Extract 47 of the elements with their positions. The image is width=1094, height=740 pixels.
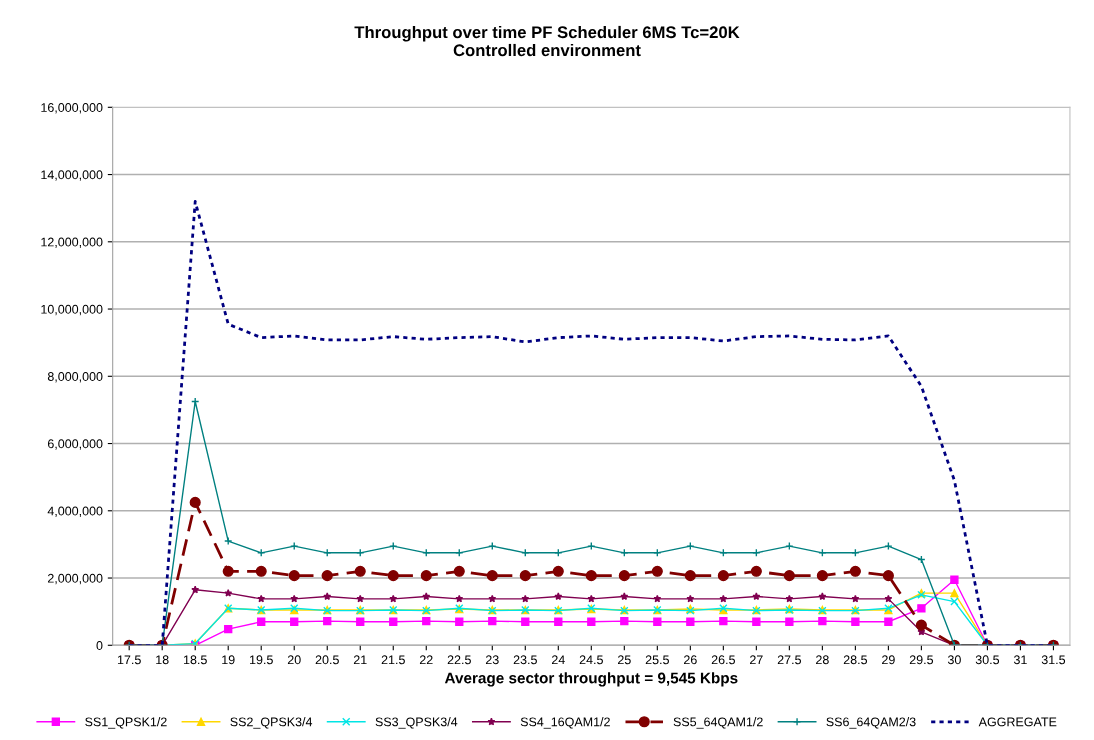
x-tick-label: 19.5	[250, 655, 273, 665]
y-tick-label: 2,000,000	[47, 573, 103, 585]
legend-label: SS2_QPSK3/4	[230, 717, 313, 729]
x-tick-label: 23.5	[513, 655, 537, 665]
x-tick-label: 31	[1013, 655, 1027, 665]
legend-label: SS6_64QAM2/3	[826, 717, 916, 729]
x-tick-label: 29.5	[909, 655, 934, 665]
x-tick-label: 29	[882, 655, 895, 665]
x-tick-label: 19	[222, 655, 235, 665]
chart-title: Throughput over time PF Scheduler 6MS Tc=20K Controlled environment	[354, 25, 740, 57]
x-tick-label: 31.5	[1041, 655, 1066, 665]
x-tick-label: 24	[551, 655, 565, 665]
legend-label: SS1_QPSK1/2	[85, 717, 167, 729]
legend-label: SS3_QPSK3/4	[375, 717, 458, 729]
y-tick-label: 0	[96, 641, 103, 650]
x-tick-label: 18.5	[183, 655, 207, 665]
y-tick-label: 12,000,000	[41, 237, 103, 248]
x-tick-label: 21	[353, 655, 367, 665]
y-tick-label: 10,000,000	[41, 304, 103, 316]
y-tick-label: 4,000,000	[47, 506, 103, 517]
legend-label: AGGREGATE	[978, 717, 1057, 727]
legend-label: SS4_16QAM1/2	[520, 717, 610, 729]
legend-label: SS5_64QAM1/2	[673, 717, 763, 729]
x-tick-label: 22.5	[447, 655, 471, 665]
x-tick-label: 18	[156, 655, 169, 665]
x-tick-label: 28	[816, 655, 829, 665]
x-tick-label: 26	[684, 655, 697, 665]
y-tick-label: 8,000,000	[47, 372, 103, 383]
x-tick-label: 26.5	[711, 655, 735, 665]
x-tick-label: 25	[617, 655, 631, 665]
y-tick-label: 6,000,000	[47, 439, 103, 450]
x-tick-label: 21.5	[381, 655, 405, 665]
x-tick-label: 22	[419, 655, 433, 665]
x-axis-title: Average sector throughput = 9,545 Kbps	[444, 672, 738, 687]
x-tick-label: 28.5	[843, 655, 868, 665]
x-tick-label: 25.5	[645, 655, 669, 665]
y-tick-label: 14,000,000	[41, 170, 103, 181]
x-tick-label: 27	[750, 655, 763, 665]
x-tick-label: 20	[287, 655, 301, 665]
x-tick-label: 24.5	[579, 655, 603, 665]
x-tick-label: 20.5	[315, 655, 339, 665]
x-tick-label: 27.5	[777, 655, 801, 665]
x-tick-label: 17.5	[117, 655, 141, 665]
x-tick-label: 30	[947, 655, 961, 665]
x-tick-label: 23	[485, 655, 499, 665]
y-tick-label: 16,000,000	[41, 103, 103, 114]
x-tick-label: 30.5	[975, 655, 1000, 665]
